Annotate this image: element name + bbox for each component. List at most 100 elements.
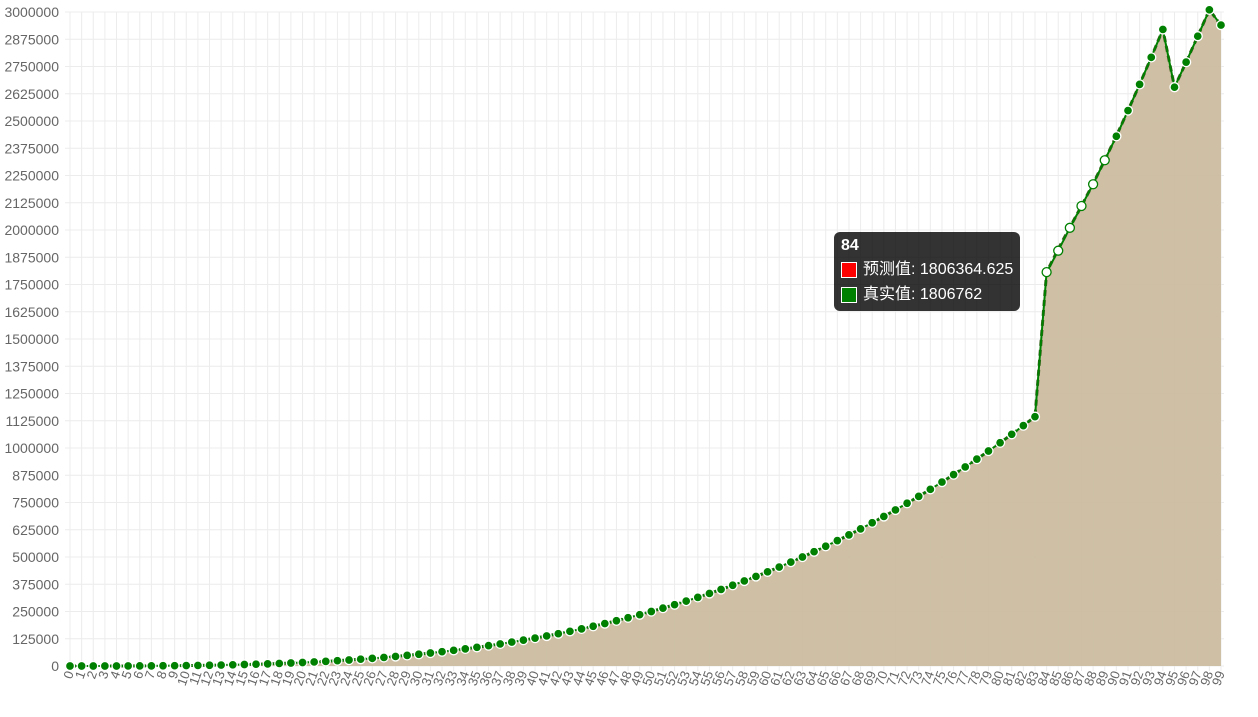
actual-point[interactable] (332, 655, 343, 666)
actual-point[interactable] (134, 660, 145, 672)
actual-point[interactable] (657, 603, 669, 614)
actual-point[interactable] (890, 504, 901, 516)
actual-point[interactable] (1029, 411, 1041, 422)
actual-point[interactable] (762, 566, 773, 577)
actual-point[interactable] (320, 656, 331, 667)
actual-point[interactable] (1041, 266, 1052, 278)
actual-point[interactable] (588, 621, 599, 632)
actual-point[interactable] (797, 551, 808, 563)
actual-point[interactable] (692, 592, 703, 603)
actual-point[interactable] (483, 640, 494, 651)
actual-point[interactable] (1122, 105, 1134, 116)
actual-point[interactable] (715, 584, 727, 595)
actual-point[interactable] (1018, 420, 1029, 431)
actual-point[interactable] (367, 653, 378, 664)
actual-point[interactable] (111, 660, 122, 672)
actual-point[interactable] (704, 588, 715, 599)
actual-point[interactable] (820, 541, 831, 552)
actual-point[interactable] (274, 658, 285, 669)
actual-point[interactable] (1006, 429, 1017, 440)
actual-point[interactable] (646, 606, 657, 617)
actual-point[interactable] (506, 636, 517, 648)
actual-point[interactable] (99, 660, 111, 672)
actual-point[interactable] (239, 659, 250, 670)
actual-point[interactable] (250, 659, 262, 670)
actual-point[interactable] (471, 642, 483, 653)
actual-point[interactable] (855, 523, 866, 535)
actual-point[interactable] (564, 626, 576, 637)
actual-point[interactable] (1134, 79, 1145, 90)
actual-point[interactable] (553, 628, 564, 639)
actual-point[interactable] (785, 556, 796, 568)
actual-point[interactable] (355, 654, 366, 665)
actual-point[interactable] (460, 643, 471, 655)
actual-point[interactable] (76, 660, 87, 672)
actual-point[interactable] (146, 660, 157, 671)
actual-point[interactable] (285, 657, 297, 669)
actual-point[interactable] (157, 660, 169, 671)
actual-point[interactable] (1053, 245, 1064, 256)
actual-point[interactable] (681, 595, 692, 607)
actual-point[interactable] (64, 660, 76, 672)
actual-point[interactable] (518, 634, 529, 646)
actual-point[interactable] (960, 461, 971, 473)
actual-point[interactable] (750, 571, 762, 582)
series-points[interactable] (64, 4, 1227, 672)
actual-point[interactable] (727, 580, 738, 591)
actual-point[interactable] (227, 659, 238, 670)
actual-point[interactable] (599, 618, 610, 629)
actual-point[interactable] (1111, 131, 1122, 142)
actual-point[interactable] (169, 660, 180, 671)
actual-point[interactable] (402, 650, 413, 661)
actual-point[interactable] (1192, 31, 1203, 42)
actual-point[interactable] (436, 646, 448, 657)
actual-point[interactable] (878, 511, 889, 522)
actual-point[interactable] (448, 645, 459, 656)
actual-point[interactable] (901, 498, 913, 509)
actual-point[interactable] (867, 517, 878, 528)
actual-point[interactable] (634, 609, 645, 620)
actual-point[interactable] (1169, 82, 1180, 93)
actual-point[interactable] (936, 476, 948, 488)
actual-point[interactable] (832, 535, 843, 546)
actual-point[interactable] (181, 660, 192, 671)
actual-point[interactable] (1099, 155, 1110, 166)
actual-point[interactable] (1064, 222, 1076, 233)
actual-point[interactable] (1204, 4, 1215, 15)
actual-point[interactable] (495, 638, 506, 650)
actual-point[interactable] (390, 651, 401, 662)
actual-point[interactable] (808, 546, 820, 557)
actual-point[interactable] (611, 615, 622, 626)
actual-point[interactable] (88, 660, 99, 672)
actual-point[interactable] (529, 632, 541, 644)
actual-point[interactable] (576, 623, 587, 635)
actual-point[interactable] (1076, 200, 1087, 212)
actual-point[interactable] (378, 652, 390, 663)
actual-point[interactable] (983, 445, 994, 457)
actual-point[interactable] (622, 612, 634, 623)
actual-point[interactable] (925, 484, 936, 495)
actual-point[interactable] (994, 437, 1006, 448)
actual-point[interactable] (1180, 56, 1192, 68)
actual-point[interactable] (122, 660, 134, 672)
actual-point[interactable] (843, 529, 855, 541)
actual-point[interactable] (948, 469, 959, 480)
actual-point[interactable] (192, 660, 204, 671)
actual-point[interactable] (541, 630, 552, 642)
actual-point[interactable] (669, 599, 680, 610)
actual-point[interactable] (913, 491, 924, 502)
actual-point[interactable] (215, 659, 227, 671)
actual-point[interactable] (297, 657, 308, 668)
actual-point[interactable] (1215, 19, 1227, 31)
actual-point[interactable] (971, 453, 982, 465)
actual-point[interactable] (425, 647, 436, 659)
actual-point[interactable] (308, 656, 320, 668)
actual-point[interactable] (739, 575, 750, 587)
actual-point[interactable] (343, 654, 355, 666)
actual-point[interactable] (774, 561, 785, 573)
actual-point[interactable] (1146, 52, 1157, 63)
actual-point[interactable] (204, 660, 215, 671)
actual-point[interactable] (1087, 179, 1099, 190)
actual-point[interactable] (1157, 24, 1169, 35)
actual-point[interactable] (262, 658, 273, 670)
